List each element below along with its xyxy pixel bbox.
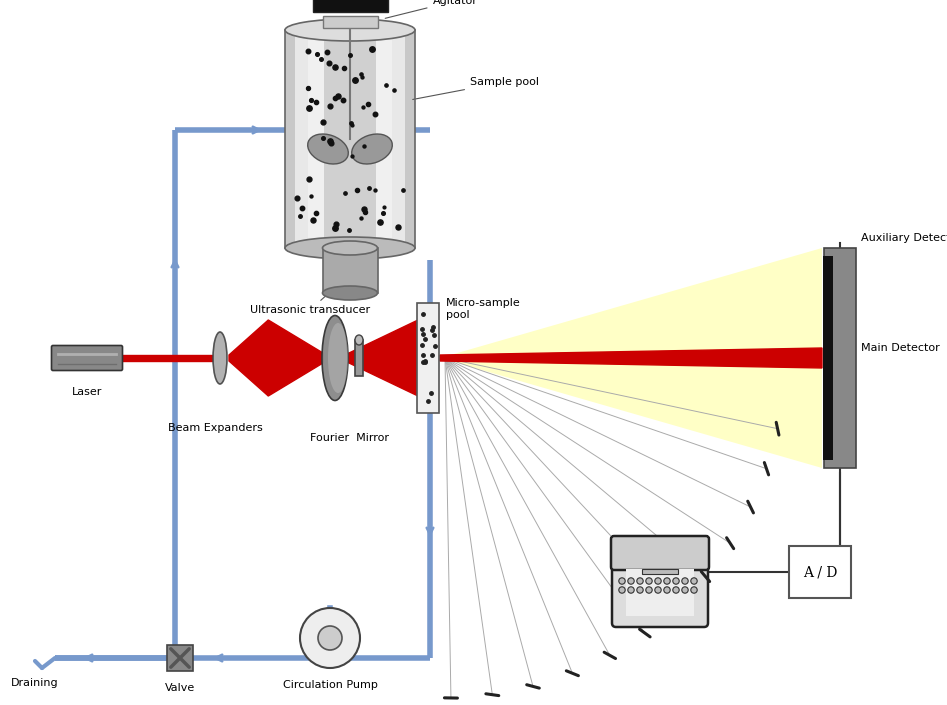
Circle shape [690, 587, 697, 593]
Bar [295, 30, 405, 248]
Ellipse shape [213, 332, 227, 384]
Ellipse shape [285, 19, 415, 41]
Ellipse shape [328, 323, 348, 393]
Text: Main Detector: Main Detector [861, 343, 939, 353]
Bar [323, 248, 378, 293]
Polygon shape [440, 348, 822, 368]
Circle shape [636, 578, 643, 584]
Polygon shape [268, 320, 323, 396]
Bar [789, 546, 851, 598]
Circle shape [628, 578, 634, 584]
Circle shape [664, 578, 670, 584]
Circle shape [300, 608, 360, 668]
Circle shape [318, 626, 342, 650]
Ellipse shape [322, 316, 348, 400]
Ellipse shape [351, 134, 392, 164]
Circle shape [628, 587, 634, 593]
Bar [285, 30, 415, 248]
FancyBboxPatch shape [612, 557, 708, 627]
Text: Sample pool: Sample pool [413, 77, 539, 99]
Bar [167, 645, 193, 671]
Polygon shape [440, 248, 822, 468]
Circle shape [672, 587, 679, 593]
Circle shape [682, 587, 688, 593]
Bar [417, 303, 439, 413]
Circle shape [618, 578, 625, 584]
Text: Auxiliary Detector: Auxiliary Detector [861, 233, 947, 243]
Bar [355, 340, 363, 376]
Circle shape [664, 587, 670, 593]
Bar [824, 248, 856, 468]
Ellipse shape [355, 335, 363, 345]
Text: Circulation Pump: Circulation Pump [282, 680, 378, 690]
Bar [823, 256, 833, 460]
Bar [167, 645, 193, 671]
Text: A / D: A / D [803, 565, 837, 579]
Text: Computer: Computer [633, 541, 688, 551]
Bar [308, 30, 392, 248]
Circle shape [636, 587, 643, 593]
Ellipse shape [323, 286, 378, 300]
Text: Beam Expanders: Beam Expanders [168, 423, 262, 433]
Bar [642, 569, 678, 574]
Polygon shape [349, 320, 418, 396]
Ellipse shape [308, 134, 348, 164]
Text: Fourier  Mirror: Fourier Mirror [310, 433, 388, 443]
Circle shape [654, 587, 661, 593]
Ellipse shape [323, 241, 378, 255]
Text: Laser: Laser [72, 387, 102, 397]
Bar [626, 569, 694, 616]
Text: Agitator: Agitator [385, 0, 477, 18]
Bar [324, 30, 376, 248]
Ellipse shape [285, 237, 415, 259]
Text: Valve: Valve [165, 683, 195, 693]
Circle shape [646, 587, 652, 593]
Bar [285, 30, 415, 248]
Circle shape [672, 578, 679, 584]
Text: Ultrasonic transducer: Ultrasonic transducer [250, 285, 370, 315]
Circle shape [618, 587, 625, 593]
Bar [323, 16, 378, 28]
Circle shape [646, 578, 652, 584]
FancyBboxPatch shape [611, 536, 709, 570]
Bar [313, 0, 387, 12]
Circle shape [654, 578, 661, 584]
Text: Draining: Draining [11, 678, 59, 688]
Circle shape [682, 578, 688, 584]
Circle shape [690, 578, 697, 584]
Polygon shape [229, 320, 268, 396]
FancyBboxPatch shape [51, 345, 122, 371]
Text: Micro-sample
pool: Micro-sample pool [446, 298, 521, 319]
